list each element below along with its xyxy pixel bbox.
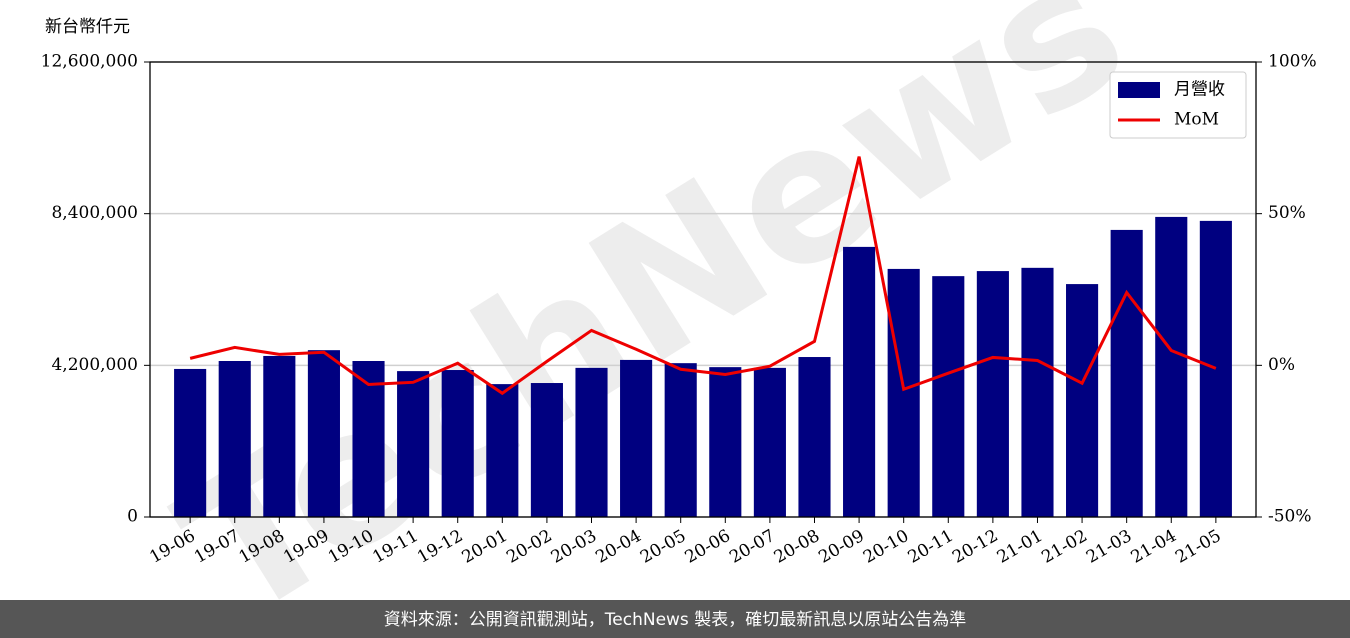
x-tick-label: 21-05: [1172, 526, 1224, 568]
y2-tick-label: 0%: [1268, 355, 1295, 375]
y-tick-label: 0: [127, 507, 138, 527]
x-tick-label: 19-06: [146, 526, 198, 568]
bar: [932, 276, 965, 517]
bar: [709, 367, 742, 517]
x-tick-label: 21-03: [1083, 526, 1135, 568]
y-axis-label: 新台幣仟元: [45, 17, 130, 37]
line: [189, 156, 1217, 396]
bar: [1155, 216, 1188, 517]
x-tick-label: 20-07: [726, 526, 778, 568]
bar: [887, 268, 920, 517]
bar: [441, 370, 474, 517]
bar: [174, 368, 207, 517]
x-tick-label: 20-05: [637, 526, 689, 568]
bar: [620, 359, 653, 517]
x-tick-label: 21-02: [1038, 526, 1090, 568]
bar: [753, 367, 786, 517]
y-tick-label: 8,400,000: [51, 203, 138, 223]
bar: [352, 361, 385, 517]
bar: [976, 271, 1009, 517]
y-tick-label: 4,200,000: [51, 355, 138, 375]
legend-label: MoM: [1174, 110, 1219, 130]
y-tick-label: 12,600,000: [41, 52, 138, 72]
x-tick-label: 20-08: [771, 526, 823, 568]
footer: 資料來源：公開資訊觀測站，TechNews 製表，確切最新訊息以原站公告為準: [384, 610, 966, 630]
x-tick-label: 20-12: [949, 526, 1001, 568]
legend-swatch: [1118, 82, 1160, 98]
x-tick-label: 20-02: [503, 526, 555, 568]
bar: [397, 371, 430, 517]
x-tick-label: 20-09: [815, 526, 867, 568]
x-tick-label: 20-03: [548, 526, 600, 568]
x-tick-label: 20-06: [682, 526, 734, 568]
bar: [1021, 267, 1054, 517]
plot-frame: [149, 61, 1257, 518]
bar: [798, 357, 831, 517]
bar: [307, 350, 340, 517]
bar: [843, 246, 876, 517]
bar: [530, 383, 563, 517]
bar: [1066, 284, 1099, 517]
x-tick-label: 20-04: [592, 526, 644, 568]
y2-tick-label: -50%: [1268, 507, 1312, 527]
bar: [486, 384, 519, 517]
x-tick-label: 20-10: [860, 526, 912, 568]
bar: [575, 367, 608, 517]
bar: [1199, 220, 1232, 517]
legend-label: 月營收: [1174, 80, 1225, 100]
footer-bar: [0, 600, 1350, 638]
bar: [263, 355, 296, 517]
x-tick-label: 20-11: [905, 526, 957, 568]
bar: [1110, 229, 1143, 517]
y2-tick-label: 100%: [1268, 52, 1317, 72]
bar: [218, 361, 251, 517]
x-tick-label: 21-01: [994, 526, 1046, 568]
y2-tick-label: 50%: [1268, 203, 1306, 223]
bar: [664, 363, 697, 517]
x-tick-label: 21-04: [1128, 526, 1180, 568]
